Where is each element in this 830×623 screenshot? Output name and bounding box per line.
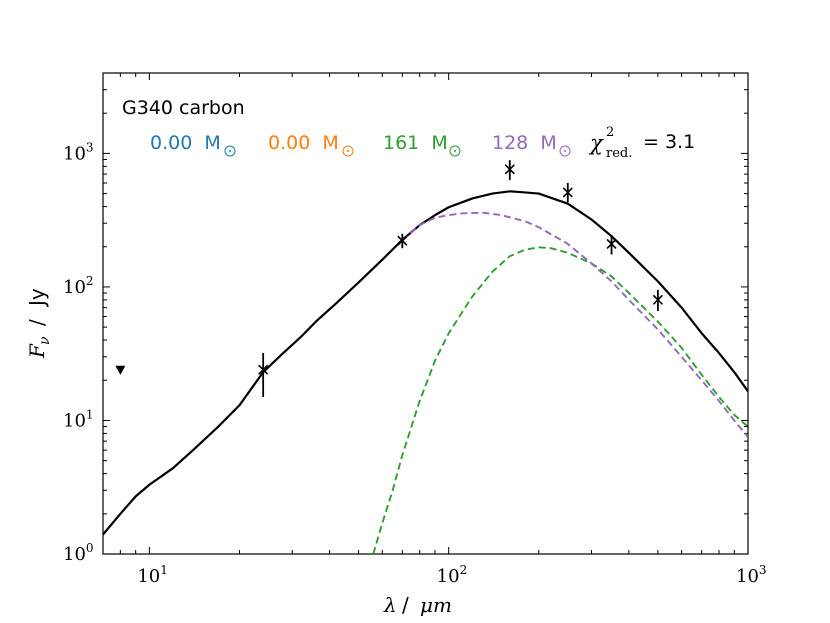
obs-point [504,164,515,175]
svg-text:0.00 M: 0.00 M [150,132,221,154]
chi2-sub: red. [606,146,632,161]
y-label-sub: ν [37,336,53,345]
legend-mass-3-value: 161 [383,132,419,154]
svg-text:128 M: 128 M [492,132,557,154]
y-tick-label: 101 [63,407,94,431]
sun-symbol-icon [559,145,571,157]
x-axis-label: λ / μm [383,593,452,617]
legend-mass-2-value: 0.00 [268,132,310,154]
series-line-component-green [372,246,748,554]
obs-point [258,364,269,375]
obs-point [397,235,408,246]
obs-point [562,187,573,198]
legend-row: 0.00 M 0.00 M 161 M 128 M [150,125,695,161]
legend-mass-2: 0.00 M [268,132,354,157]
y-tick-label: 100 [63,541,94,565]
chart-title: G340 carbon [122,97,245,119]
series-line-component-purple [401,211,748,438]
y-tick-label: 103 [63,140,94,164]
sun-symbol-icon [224,145,236,157]
x-tick-label: 103 [736,563,767,587]
svg-text:0.00 M: 0.00 M [268,132,339,154]
sun-symbol-icon [449,145,461,157]
legend-mass-3: 161 M [383,132,461,157]
sun-symbol-icon [342,145,354,157]
x-axis-ticks: 101 102 103 [102,73,767,587]
legend-mass-1: 0.00 M [150,132,236,157]
upper-limit-marker [115,365,126,375]
obs-point [606,238,617,249]
x-tick-label: 102 [437,563,468,587]
y-label-slash: / [25,319,49,326]
y-axis-label: F ν / Jy [25,288,53,359]
chi2-label: χ 2 red. = 3.1 [588,125,695,161]
legend-mass-4-unit: M [540,132,556,154]
y-label-unit: Jy [25,288,49,308]
legend-mass-1-unit: M [204,132,220,154]
x-label-symbol: λ [383,593,397,617]
svg-text:161 M: 161 M [383,132,448,154]
legend-mass-4: 128 M [492,132,571,157]
x-label-unit: μm [420,593,452,617]
x-label-slash: / [402,593,409,617]
plot-frame [102,72,749,555]
legend-mass-2-unit: M [322,132,338,154]
y-tick-label: 102 [63,274,94,298]
legend-mass-3-unit: M [431,132,447,154]
y-label-symbol: F [25,343,49,359]
y-axis-ticks: 100 101 102 103 [63,72,748,565]
legend-mass-4-value: 128 [492,132,528,154]
chi2-symbol: χ [588,131,604,155]
obs-point [652,294,663,305]
series-group [103,190,748,554]
chi2-exp: 2 [606,125,614,140]
legend-mass-1-value: 0.00 [150,132,192,154]
chi2-value: = 3.1 [643,131,695,153]
x-tick-label: 101 [137,563,168,587]
observations-group [115,160,663,397]
series-line-total [103,190,748,536]
